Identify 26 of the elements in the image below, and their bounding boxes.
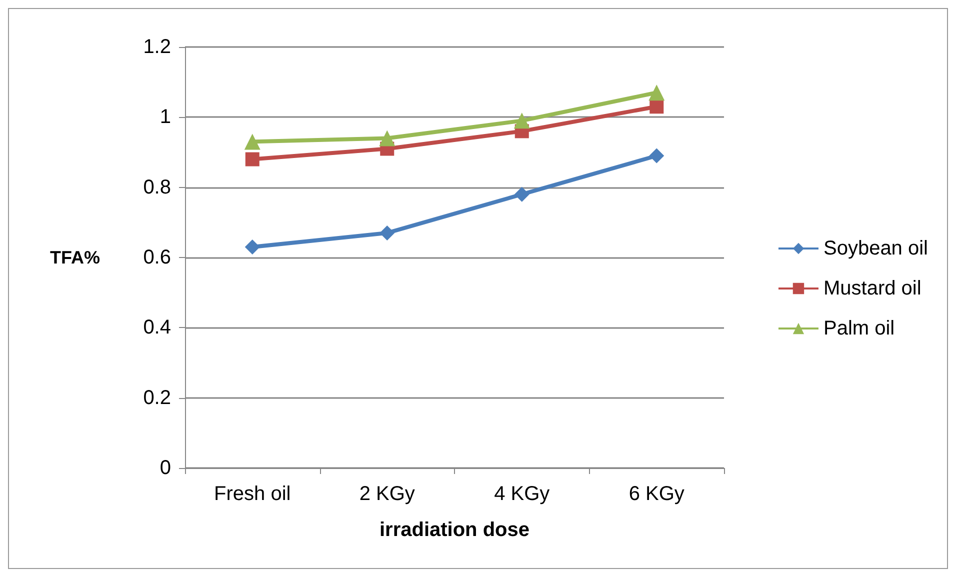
legend-label: Soybean oil bbox=[823, 238, 928, 260]
y-axis-title: TFA% bbox=[50, 248, 100, 268]
x-axis-title: irradiation dose bbox=[379, 519, 530, 541]
point bbox=[514, 112, 530, 129]
x-tick-label: Fresh oil bbox=[214, 483, 291, 505]
point bbox=[648, 84, 665, 101]
legend-label: Palm oil bbox=[823, 318, 895, 340]
point bbox=[380, 225, 395, 240]
point bbox=[244, 134, 260, 150]
y-tick-label: 0.2 bbox=[143, 386, 171, 409]
y-tick-label: 0.8 bbox=[143, 176, 171, 198]
legend-label: Mustard oil bbox=[823, 278, 922, 300]
y-tick-label: 1.2 bbox=[143, 36, 171, 58]
point bbox=[514, 186, 530, 202]
point bbox=[379, 130, 396, 146]
y-tick-label: 0 bbox=[160, 457, 171, 479]
y-tick-label: 0.4 bbox=[143, 316, 171, 339]
point bbox=[245, 152, 260, 166]
x-tick-label: 6 KGy bbox=[628, 483, 684, 505]
y-tick-label: 0.6 bbox=[143, 246, 171, 268]
x-tick-label: 2 KGy bbox=[359, 483, 415, 505]
point bbox=[650, 100, 664, 114]
x-tick-label: 4 KGy bbox=[494, 483, 550, 505]
y-tick-label: 1 bbox=[160, 106, 171, 128]
point bbox=[244, 239, 260, 254]
point bbox=[649, 148, 664, 164]
